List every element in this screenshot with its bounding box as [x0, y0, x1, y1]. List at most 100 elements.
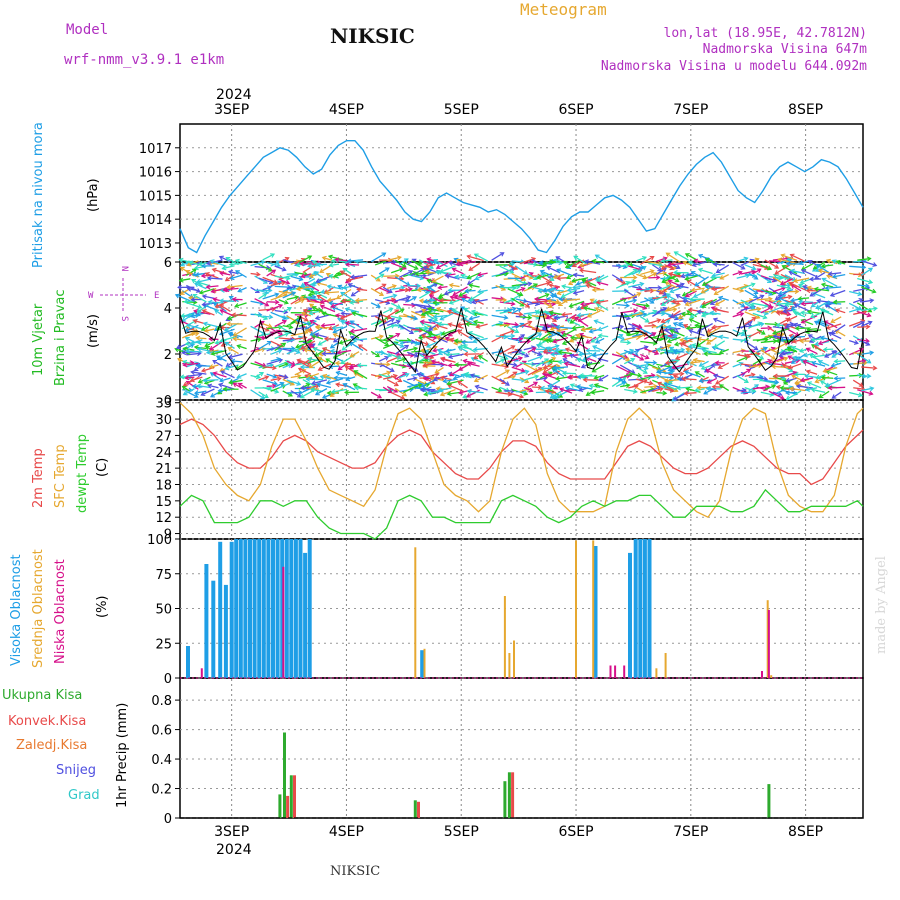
wind-arrowhead [676, 283, 682, 289]
wind-arrow [632, 263, 644, 269]
wind-arrow [174, 348, 191, 355]
wind-arrowhead [562, 358, 568, 363]
wind-arrowhead [511, 306, 517, 312]
wind-arrowhead [672, 348, 678, 354]
wind-arrow [732, 271, 743, 276]
wind-arrowhead [323, 336, 329, 342]
wind-arrow [235, 259, 247, 264]
wind-arrowhead [652, 272, 658, 277]
wind-arrowhead [688, 318, 694, 323]
precip-label-total: Ukupna Kisa [2, 688, 82, 703]
wind-arrowhead [223, 326, 229, 332]
wind-arrowhead [404, 372, 410, 378]
wind-arrowhead [191, 383, 197, 389]
wind-arrow [752, 359, 762, 366]
wind-arrow [611, 376, 627, 387]
wind-arrowhead [189, 313, 196, 319]
wind-arrowhead [231, 312, 236, 318]
wind-arrowhead [263, 393, 269, 399]
total-precip-bar [283, 732, 286, 818]
wind-arrowhead [416, 287, 422, 293]
wind-arrow [436, 336, 452, 342]
wind-arrow [793, 277, 810, 282]
wind-arrow [589, 384, 601, 389]
wind-arrow [790, 335, 806, 339]
wind-arrowhead [750, 305, 756, 310]
wind-arrowhead [195, 288, 201, 293]
bottom-date-label: 3SEP [214, 824, 249, 840]
wind-arrow [250, 300, 264, 305]
wind-arrowhead [178, 277, 184, 283]
wind-arrow [572, 314, 585, 320]
wind-arrow [402, 261, 419, 270]
wind-arrow [817, 299, 834, 304]
wind-arrow [776, 302, 794, 305]
wind-arrowhead [590, 389, 596, 395]
wind-arrow [857, 257, 871, 261]
wind-arrow [718, 362, 729, 369]
wind-arrow [791, 375, 802, 381]
wind-arrow [237, 373, 247, 379]
wind-arrowhead [348, 363, 354, 369]
high-cloud-bar [252, 539, 257, 678]
wind-arrowhead [189, 340, 195, 346]
wind-arrowhead [218, 255, 224, 261]
wind-arrowhead [232, 331, 238, 337]
wind-arrow [861, 299, 874, 303]
wind-arrow [476, 323, 488, 328]
wind-arrow [547, 300, 561, 305]
wind-arrow [225, 364, 239, 370]
wind-arrow [699, 360, 709, 367]
wind-arrow [523, 375, 539, 381]
wind-arrowhead [815, 267, 821, 272]
wind-arrowhead [566, 374, 572, 380]
wind-arrowhead [276, 356, 282, 362]
wind-arrow [386, 284, 397, 290]
wind-arrowhead [533, 296, 539, 302]
wind-arrow [716, 264, 730, 273]
wind-arrowhead [788, 281, 794, 287]
wind-arrowhead [477, 355, 483, 360]
wind-arrowhead [393, 381, 399, 387]
wind-arrowhead [516, 307, 522, 313]
wind-arrowhead [549, 326, 555, 332]
wind-arrowhead [675, 385, 681, 391]
wind-arrow [433, 314, 448, 318]
wind-arrowhead [670, 298, 676, 304]
pressure-title: Pritisak na nivou mora [31, 122, 46, 268]
wind-arrow [266, 269, 276, 277]
wind-arrowhead [527, 320, 533, 326]
wind-arrowhead [749, 364, 755, 370]
wind-arrow [282, 291, 296, 299]
precip-tick-label: 0.8 [151, 694, 172, 709]
high-cloud-bar [298, 539, 303, 678]
wind-arrow [349, 341, 364, 352]
wind-arrow [789, 282, 806, 291]
wind-arrowhead [510, 333, 516, 339]
wind-arrowhead [554, 375, 560, 382]
wind-arrowhead [778, 352, 784, 358]
wind-arrow [624, 372, 634, 377]
wind-arrow [768, 357, 784, 364]
wind-arrowhead [809, 292, 815, 297]
wind-arrowhead [774, 379, 780, 385]
wind-arrow [810, 287, 826, 297]
wind-arrow [345, 307, 360, 313]
wind-arrowhead [763, 386, 769, 392]
wind-arrowhead [274, 388, 280, 394]
low-cloud-bar [761, 671, 763, 678]
wind-arrow [835, 309, 846, 314]
wind-arrow [278, 374, 288, 379]
wind-arrow [736, 389, 746, 392]
wind-arrowhead [439, 268, 445, 274]
wind-arrowhead [820, 263, 826, 269]
wind-arrowhead [805, 369, 811, 375]
wind-arrow [511, 378, 525, 382]
wind-arrow [744, 340, 758, 351]
wind-arrowhead [458, 344, 464, 350]
wind-arrowhead [179, 374, 185, 380]
wind-arrowhead [353, 370, 359, 375]
wind-arrowhead [466, 274, 472, 280]
wind-arrowhead [680, 311, 686, 317]
wind-arrowhead [564, 347, 570, 353]
